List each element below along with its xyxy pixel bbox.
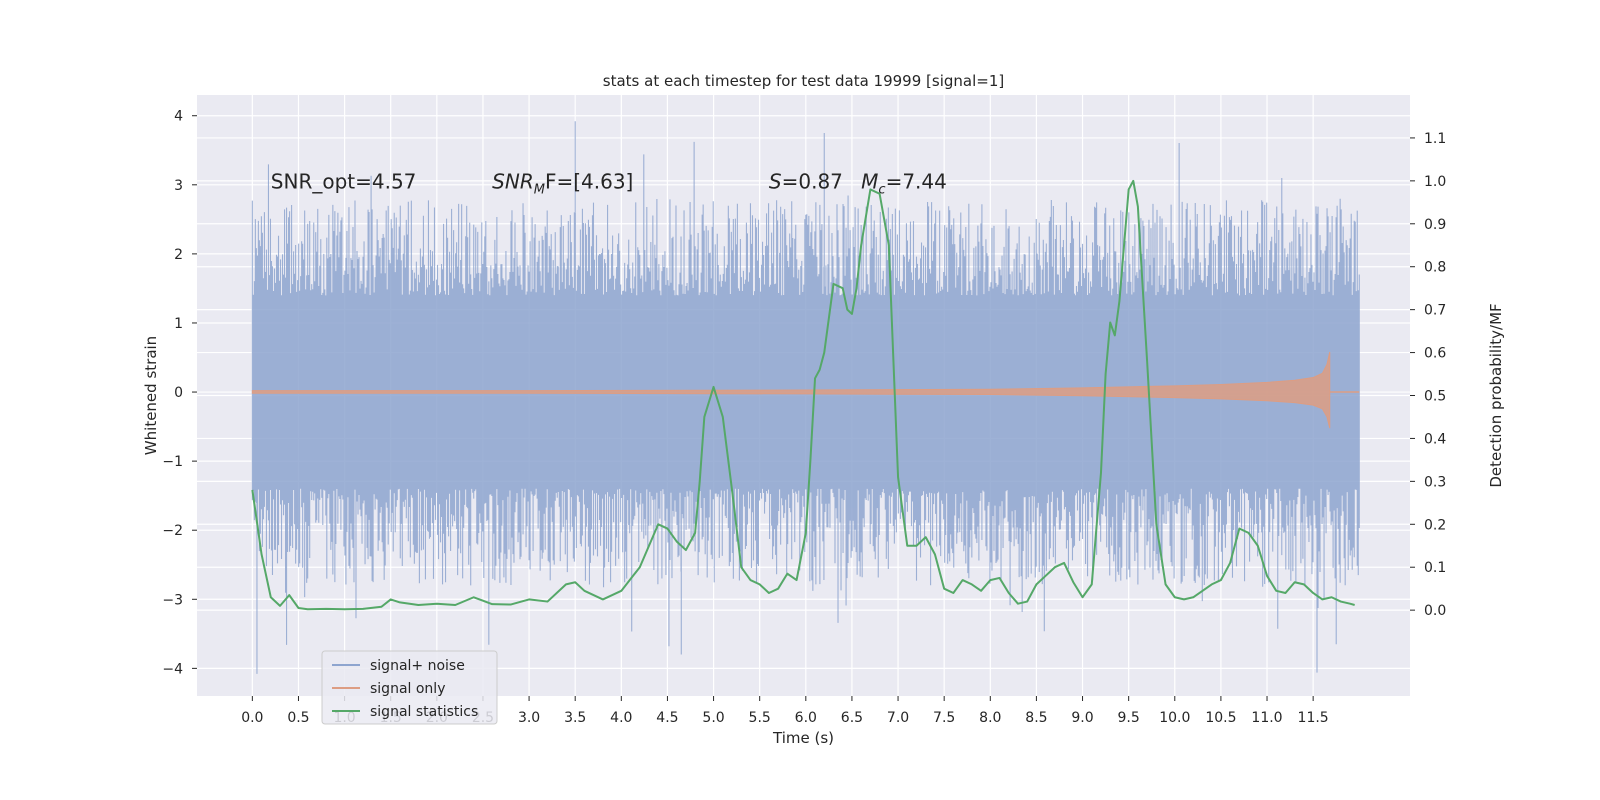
y2-tick-label: 0.3 xyxy=(1424,474,1446,490)
legend-label-signal-only: signal only xyxy=(370,681,445,697)
x-tick-label: 4.5 xyxy=(656,710,678,726)
x-tick-label: 6.0 xyxy=(795,710,817,726)
y-tick-label: 0 xyxy=(174,385,183,401)
x-tick-label: 5.5 xyxy=(749,710,771,726)
series-signal-only xyxy=(251,351,1360,429)
chart-title: stats at each timestep for test data 199… xyxy=(603,72,1004,90)
x-tick-label: 5.0 xyxy=(702,710,724,726)
x-tick-label: 3.5 xyxy=(564,710,586,726)
y2-tick-label: 1.1 xyxy=(1424,131,1446,147)
annotation-mc-sub: c xyxy=(878,182,885,197)
legend-box xyxy=(321,650,498,725)
x-tick-label: 10.0 xyxy=(1159,710,1190,726)
annotation-snr-mf-rest: F=[4.63] xyxy=(545,169,633,193)
y-tick-label: −4 xyxy=(162,661,183,677)
x-tick-label: 0.0 xyxy=(241,710,263,726)
y2-tick-label: 0.5 xyxy=(1424,389,1446,405)
y2-tick-label: 0.4 xyxy=(1424,431,1446,447)
y-tick-label: −3 xyxy=(162,592,183,608)
y2-tick-label: 0.8 xyxy=(1424,260,1446,276)
legend-label-signal-statistics: signal statistics xyxy=(370,704,478,720)
y-axis-label: Whitened strain xyxy=(142,336,160,455)
y2-tick-label: 0.6 xyxy=(1424,346,1446,362)
x-tick-label: 7.0 xyxy=(887,710,909,726)
x-tick-label: 11.0 xyxy=(1251,710,1282,726)
y-tick-label: 4 xyxy=(174,109,183,125)
annotation-mc-var: M xyxy=(861,169,878,193)
annotation-mc: Mc=7.44 xyxy=(861,169,947,197)
annotation-mc-value: =7.44 xyxy=(886,169,947,193)
y-tick-label: 3 xyxy=(174,178,183,194)
y2-tick-label: 0.0 xyxy=(1424,603,1446,619)
y-tick-label: −1 xyxy=(162,454,183,470)
x-tick-label: 3.0 xyxy=(518,710,540,726)
y2-axis-ticks: 0.0 0.1 0.2 0.3 0.4 0.5 0.6 0.7 0.8 0.9 1.0 1.1 xyxy=(1410,131,1446,619)
y2-tick-label: 0.7 xyxy=(1424,303,1446,319)
y2-tick-label: 0.2 xyxy=(1424,517,1446,533)
y-tick-label: −2 xyxy=(162,523,183,539)
annotation-s-value: =0.87 xyxy=(782,169,843,193)
y2-axis-label: Detection probability/MF xyxy=(1487,303,1505,487)
annotation-snr-mf-base: SNR xyxy=(492,169,534,193)
x-tick-label: 11.5 xyxy=(1298,710,1329,726)
annotation-s-var: S xyxy=(769,169,782,193)
legend: signal+ noise signal only signal statist… xyxy=(321,650,498,725)
x-tick-label: 8.0 xyxy=(979,710,1001,726)
y2-tick-label: 1.0 xyxy=(1424,174,1446,190)
series-signal-statistics xyxy=(251,179,1355,611)
x-tick-label: 9.5 xyxy=(1118,710,1140,726)
x-tick-label: 9.0 xyxy=(1071,710,1093,726)
x-tick-label: 4.0 xyxy=(610,710,632,726)
annotation-snr-mf-sub: M xyxy=(534,182,545,197)
annotation-snr-opt: SNR_opt=4.57 xyxy=(271,169,417,193)
annotation-s: S=0.87 xyxy=(769,169,843,193)
legend-label-signal-noise: signal+ noise xyxy=(370,658,465,674)
y2-tick-label: 0.1 xyxy=(1424,560,1446,576)
y-tick-label: 2 xyxy=(174,247,183,263)
x-tick-label: 10.5 xyxy=(1205,710,1236,726)
x-tick-label: 6.5 xyxy=(841,710,863,726)
y-axis-ticks: −4 −3 −2 −1 0 1 2 3 4 xyxy=(162,109,197,677)
x-axis-label: Time (s) xyxy=(772,729,834,747)
signal-envelope xyxy=(251,351,1331,429)
x-tick-label: 8.5 xyxy=(1025,710,1047,726)
y-tick-label: 1 xyxy=(174,316,183,332)
annotation-snr-mf: SNRMF=[4.63] xyxy=(492,169,633,197)
y2-tick-label: 0.9 xyxy=(1424,217,1446,233)
x-tick-label: 7.5 xyxy=(933,710,955,726)
x-tick-label: 0.5 xyxy=(287,710,309,726)
statistics-line xyxy=(251,179,1355,611)
